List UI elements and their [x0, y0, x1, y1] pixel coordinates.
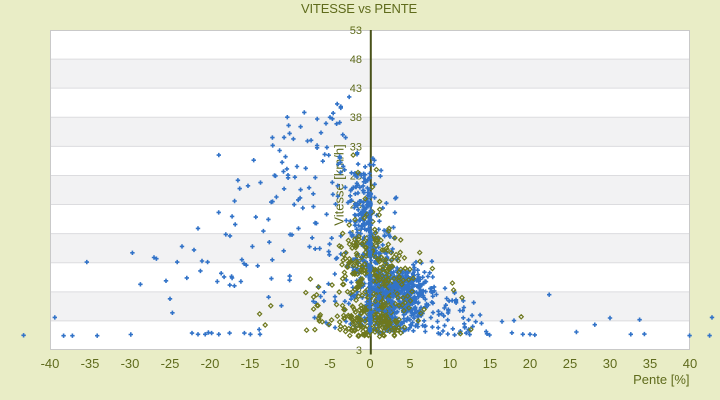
svg-text:Pente [%]: Pente [%] [633, 372, 689, 387]
svg-text:-10: -10 [281, 356, 300, 371]
svg-text:3: 3 [356, 345, 362, 357]
svg-text:VITESSE vs PENTE: VITESSE vs PENTE [301, 1, 418, 16]
svg-text:-20: -20 [201, 356, 220, 371]
svg-text:53: 53 [350, 25, 362, 37]
svg-text:33: 33 [350, 141, 362, 153]
svg-text:-30: -30 [121, 356, 140, 371]
svg-text:25: 25 [563, 356, 577, 371]
svg-text:15: 15 [483, 356, 497, 371]
svg-text:40: 40 [683, 356, 697, 371]
svg-text:-40: -40 [41, 356, 60, 371]
svg-text:-25: -25 [161, 356, 180, 371]
svg-text:-35: -35 [81, 356, 100, 371]
svg-text:5: 5 [406, 356, 413, 371]
svg-text:48: 48 [350, 54, 362, 66]
svg-text:-5: -5 [324, 356, 336, 371]
svg-text:0: 0 [366, 356, 373, 371]
svg-text:10: 10 [443, 356, 457, 371]
svg-text:38: 38 [350, 112, 362, 124]
svg-text:-15: -15 [241, 356, 260, 371]
svg-text:35: 35 [643, 356, 657, 371]
svg-text:30: 30 [603, 356, 617, 371]
svg-text:43: 43 [350, 83, 362, 95]
svg-text:20: 20 [523, 356, 537, 371]
